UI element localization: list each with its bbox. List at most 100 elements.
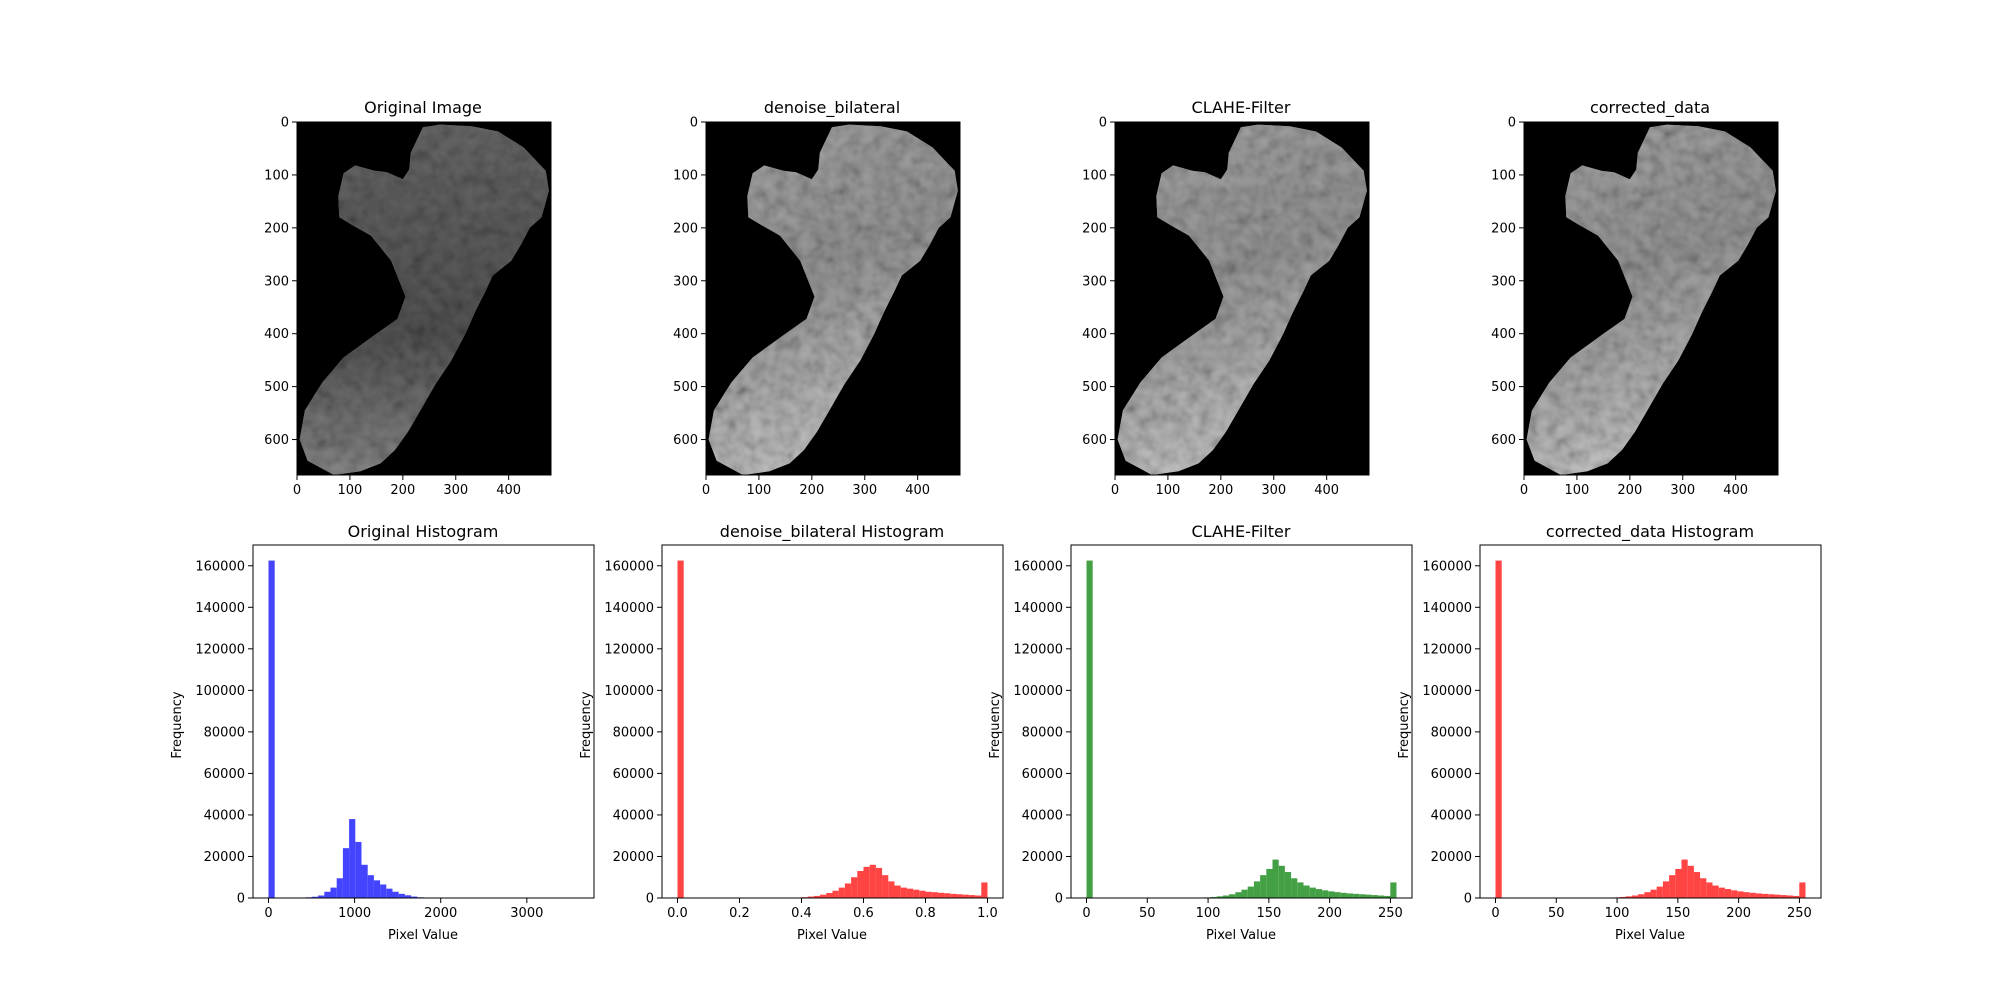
histogram-bar <box>857 871 864 898</box>
histogram-bar <box>1229 894 1236 898</box>
histogram-title: denoise_bilateral Histogram <box>720 522 944 542</box>
x-tick-label: 0 <box>1520 483 1528 498</box>
y-tick-label: 400 <box>264 327 289 342</box>
histogram-title: Original Histogram <box>348 522 499 541</box>
x-tick-label: 400 <box>1723 483 1748 498</box>
x-axis-label: Pixel Value <box>797 928 867 943</box>
histogram-bar <box>268 560 275 898</box>
y-tick-label: 100 <box>673 168 698 183</box>
y-tick-label: 100000 <box>1013 684 1063 699</box>
histogram-bar <box>1681 859 1688 898</box>
axes-frame <box>252 544 595 899</box>
y-axis-label: Frequency <box>1397 691 1412 758</box>
y-tick-label: 40000 <box>1022 808 1063 823</box>
specimen-shape <box>1526 124 1776 475</box>
histogram-bar <box>1359 894 1366 898</box>
histogram-bar <box>1631 895 1639 898</box>
y-tick-label: 80000 <box>204 725 245 740</box>
y-tick-label: 0 <box>690 116 698 131</box>
histogram-bar <box>925 891 932 898</box>
histogram-bar <box>1799 882 1806 898</box>
y-tick-label: 200 <box>673 221 698 236</box>
histogram-bar <box>962 894 969 898</box>
image-frame <box>705 121 961 476</box>
x-tick-label: 400 <box>1314 483 1339 498</box>
x-tick-label: 300 <box>852 483 877 498</box>
x-tick-label: 400 <box>905 483 930 498</box>
y-tick-label: 60000 <box>1022 767 1063 782</box>
x-tick-label: 200 <box>390 483 415 498</box>
y-tick-label: 140000 <box>1013 601 1063 616</box>
x-tick-label: 100 <box>747 483 772 498</box>
y-tick-label: 40000 <box>204 808 245 823</box>
x-tick-label: 100 <box>338 483 363 498</box>
x-axis-label: Pixel Value <box>1615 928 1685 943</box>
histogram-bar <box>863 866 870 898</box>
y-tick-label: 80000 <box>1431 725 1472 740</box>
histogram-bar <box>336 878 343 898</box>
histogram-bar <box>913 889 920 898</box>
histogram-bar <box>838 887 845 898</box>
histogram-bar <box>1662 881 1670 898</box>
y-tick-label: 500 <box>264 380 289 395</box>
histogram-bar <box>355 841 362 898</box>
image-panel-0: Original Image 0 100 200 300 400 0 100 200 300 40… <box>264 98 552 498</box>
y-tick-label: 300 <box>1082 274 1107 289</box>
y-tick-label: 100000 <box>195 684 245 699</box>
y-tick-label: 140000 <box>195 601 245 616</box>
y-tick-label: 20000 <box>613 850 654 865</box>
image-frame <box>1114 121 1370 476</box>
y-tick-label: 300 <box>264 274 289 289</box>
histogram-bar <box>380 884 387 898</box>
specimen-shape <box>299 124 549 475</box>
y-tick-label: 500 <box>1491 380 1516 395</box>
y-axis-label: Frequency <box>170 691 185 758</box>
histogram-bar <box>1768 894 1775 898</box>
histogram-bar <box>1390 882 1397 898</box>
y-tick-label: 400 <box>1082 327 1107 342</box>
histogram-bar <box>1700 878 1707 898</box>
y-tick-label: 100 <box>1082 168 1107 183</box>
histogram-bar <box>882 875 889 898</box>
y-tick-label: 600 <box>1491 433 1516 448</box>
histogram-bar <box>1786 895 1794 898</box>
histogram-bar <box>324 891 331 898</box>
y-tick-label: 600 <box>264 433 289 448</box>
histogram-bar <box>906 888 914 898</box>
histogram-panel-3: corrected_data Histogram Pixel Value Fre… <box>1397 522 1822 943</box>
x-tick-label: 300 <box>1261 483 1286 498</box>
histogram-bar <box>1774 894 1781 898</box>
histogram-bar <box>1297 882 1304 898</box>
y-tick-label: 120000 <box>1013 642 1063 657</box>
histogram-bar <box>1272 859 1279 898</box>
y-tick-label: 200 <box>1491 221 1516 236</box>
y-tick-label: 0 <box>646 892 654 907</box>
image-panel-title: corrected_data <box>1590 98 1710 118</box>
x-axis-label: Pixel Value <box>388 928 458 943</box>
y-tick-label: 120000 <box>1422 642 1472 657</box>
y-tick-label: 80000 <box>613 725 654 740</box>
histogram-bar <box>1625 896 1632 898</box>
image-panel-title: CLAHE-Filter <box>1192 98 1291 117</box>
y-axis-label: Frequency <box>988 691 1003 758</box>
histogram-bar <box>342 848 350 898</box>
y-tick-label: 200 <box>1082 221 1107 236</box>
histogram-bar <box>900 887 907 898</box>
histogram-bar <box>1731 890 1738 898</box>
x-tick-label: 3000 <box>510 906 543 921</box>
histogram-bar <box>1266 868 1273 898</box>
x-tick-label: 100 <box>1196 906 1221 921</box>
histogram-bar <box>844 883 852 898</box>
histogram-bar <box>981 882 988 898</box>
histogram-bar <box>888 881 895 898</box>
y-tick-label: 40000 <box>1431 808 1472 823</box>
histogram-bar <box>919 890 926 898</box>
histogram-bar <box>349 819 356 898</box>
x-tick-label: 0 <box>1491 906 1499 921</box>
histogram-bar <box>813 895 821 898</box>
y-tick-label: 160000 <box>604 559 654 574</box>
y-tick-label: 160000 <box>195 559 245 574</box>
x-tick-label: 0.8 <box>915 906 936 921</box>
x-tick-label: 0.0 <box>667 906 688 921</box>
histogram-title: CLAHE-Filter <box>1192 522 1291 541</box>
